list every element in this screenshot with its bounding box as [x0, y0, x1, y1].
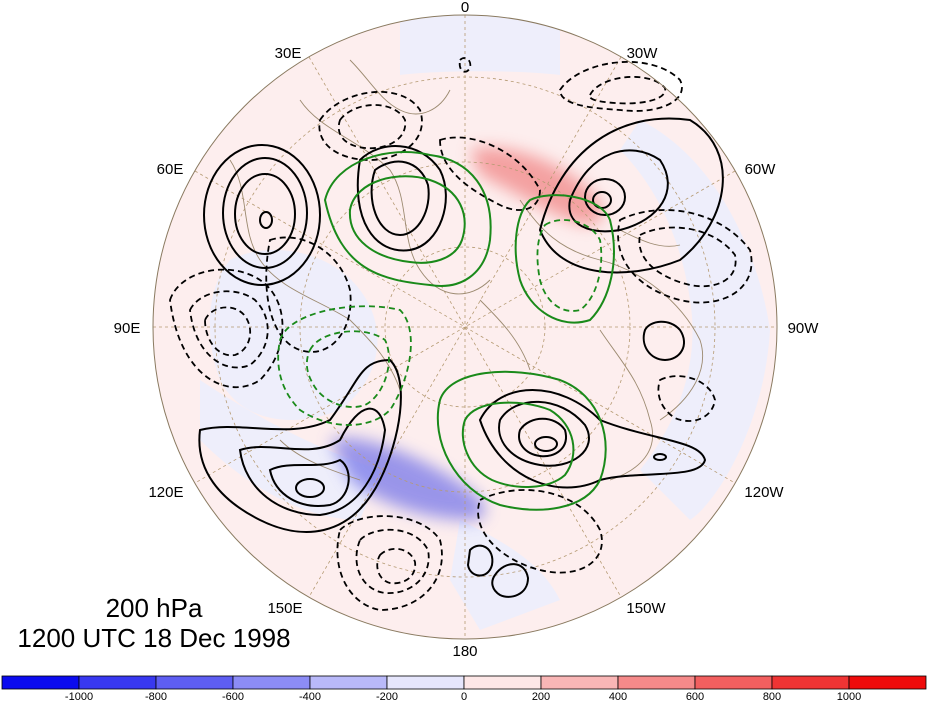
colorbar-swatch: [848, 675, 927, 690]
colorbar-tick-label: -600: [222, 691, 244, 702]
lon-label-120e: 120E: [148, 484, 183, 501]
title-time: 1200 UTC 18 Dec 1998: [17, 623, 290, 653]
colorbar-tick-label: 0: [461, 691, 467, 702]
colorbar-tick-label: -800: [145, 691, 167, 702]
lon-label-0: 0: [461, 0, 469, 16]
colorbar-tick-label: 600: [686, 691, 704, 702]
colorbar-tick-label: -1000: [65, 691, 93, 702]
lon-label-90e: 90E: [114, 320, 141, 337]
colorbar-tick-label: 800: [763, 691, 781, 702]
colorbar-swatch: [78, 675, 157, 690]
colorbar-tick-label: 1000: [837, 691, 861, 702]
colorbar-swatch: [771, 675, 850, 690]
colorbar-swatch: [617, 675, 696, 690]
colorbar-tick-label: 400: [609, 691, 627, 702]
colorbar-tick-label: -400: [299, 691, 321, 702]
colorbar-swatch: [309, 675, 388, 690]
colorbar: -1000 -800 -600 -400 -200 0 200 400 600 800 1000: [1, 675, 927, 702]
colorbar-swatch: [386, 675, 465, 690]
positive-contours: [198, 117, 724, 598]
colorbar-swatch: [1, 675, 80, 690]
lon-label-60e: 60E: [157, 161, 184, 178]
colorbar-swatch: [694, 675, 773, 690]
negative-contours: [169, 57, 753, 611]
map-boundary: [152, 14, 778, 640]
coastlines: [229, 59, 704, 481]
colorbar-swatch: [232, 675, 311, 690]
colorbar-tick-label: 200: [532, 691, 550, 702]
lon-label-30e: 30E: [275, 45, 302, 62]
lon-label-150w: 150W: [626, 600, 666, 617]
colorbar-tick-label: -200: [376, 691, 398, 702]
overlay-contours: [323, 151, 615, 511]
title-level: 200 hPa: [106, 593, 203, 623]
lon-label-120w: 120W: [744, 484, 784, 501]
lon-label-60w: 60W: [745, 161, 777, 178]
lon-label-90w: 90W: [788, 320, 820, 337]
lon-label-30w: 30W: [627, 45, 659, 62]
lon-label-180: 180: [452, 643, 477, 660]
overlay-negative-contours: [277, 219, 603, 426]
colorbar-swatch: [155, 675, 234, 690]
colorbar-swatch: [540, 675, 619, 690]
lon-label-150e: 150E: [267, 600, 302, 617]
colorbar-swatch: [463, 675, 542, 690]
